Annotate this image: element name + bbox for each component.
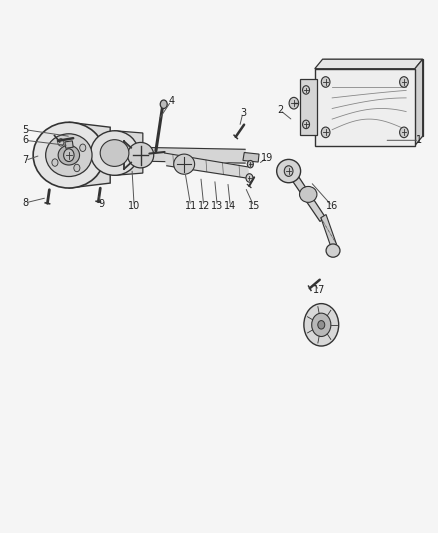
Polygon shape <box>286 172 325 221</box>
Circle shape <box>74 164 80 172</box>
Text: 5: 5 <box>22 125 28 135</box>
Polygon shape <box>104 147 245 163</box>
Circle shape <box>312 313 331 336</box>
Text: 16: 16 <box>326 201 338 211</box>
Text: 19: 19 <box>261 153 273 163</box>
Ellipse shape <box>100 140 129 166</box>
Text: 4: 4 <box>168 96 174 106</box>
Text: 11: 11 <box>184 201 197 211</box>
Circle shape <box>160 100 167 109</box>
Text: 9: 9 <box>99 199 105 209</box>
Text: 17: 17 <box>313 285 325 295</box>
Ellipse shape <box>326 244 340 257</box>
Circle shape <box>304 304 339 346</box>
Circle shape <box>289 98 299 109</box>
Polygon shape <box>321 215 336 248</box>
Circle shape <box>246 174 253 182</box>
Text: 1: 1 <box>416 135 422 146</box>
Polygon shape <box>243 152 259 162</box>
Text: 12: 12 <box>198 201 210 211</box>
Text: 14: 14 <box>224 201 237 211</box>
Circle shape <box>321 127 330 138</box>
Text: 7: 7 <box>22 156 28 165</box>
Ellipse shape <box>91 131 138 175</box>
Circle shape <box>284 166 293 176</box>
Text: 8: 8 <box>22 198 28 208</box>
Circle shape <box>303 120 310 128</box>
Circle shape <box>58 139 64 146</box>
Ellipse shape <box>46 134 92 176</box>
Circle shape <box>52 159 58 166</box>
Polygon shape <box>315 69 415 146</box>
Polygon shape <box>322 59 423 136</box>
Circle shape <box>80 144 86 151</box>
Circle shape <box>64 149 74 161</box>
Ellipse shape <box>300 187 317 203</box>
Polygon shape <box>165 153 250 179</box>
Polygon shape <box>65 141 73 148</box>
Polygon shape <box>69 122 110 188</box>
Text: 6: 6 <box>22 135 28 146</box>
Circle shape <box>321 77 330 87</box>
Polygon shape <box>415 59 423 146</box>
Text: 2: 2 <box>277 105 283 115</box>
Circle shape <box>303 86 310 94</box>
Text: 13: 13 <box>211 201 223 211</box>
Circle shape <box>399 127 408 138</box>
Circle shape <box>318 320 325 329</box>
Polygon shape <box>315 59 423 69</box>
Text: 15: 15 <box>247 201 260 211</box>
Ellipse shape <box>127 142 154 168</box>
Polygon shape <box>115 131 143 175</box>
Ellipse shape <box>33 122 105 188</box>
Circle shape <box>247 160 253 168</box>
Text: 10: 10 <box>128 201 140 211</box>
Polygon shape <box>300 79 317 135</box>
Ellipse shape <box>174 154 194 174</box>
Ellipse shape <box>277 159 300 183</box>
Circle shape <box>399 77 408 87</box>
Ellipse shape <box>58 146 80 165</box>
Text: 3: 3 <box>240 108 246 118</box>
